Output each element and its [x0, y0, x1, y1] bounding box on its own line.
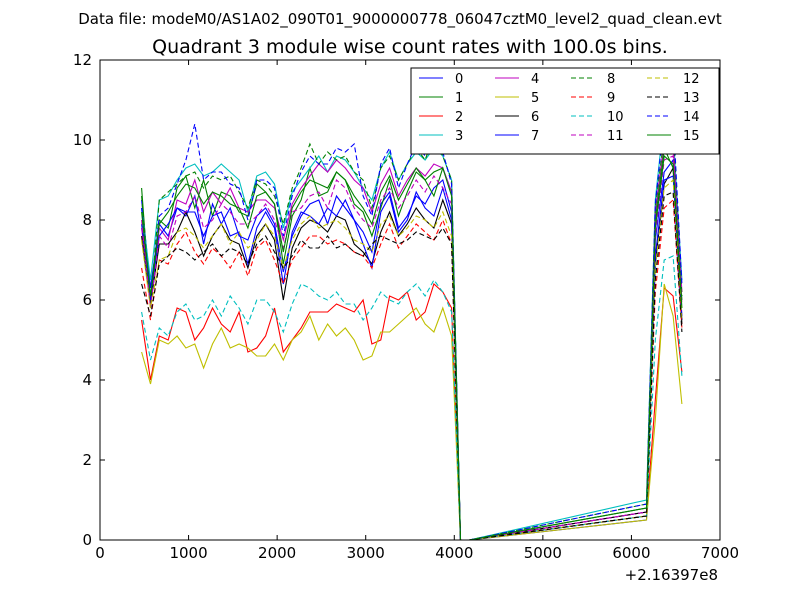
x-offset-label: +2.16397e8 [625, 566, 718, 584]
legend-label: 7 [531, 129, 539, 144]
x-tick-label: 5000 [524, 544, 562, 562]
series-line-5 [141, 283, 683, 541]
x-tick-label: 4000 [435, 544, 473, 562]
series-line-10 [141, 255, 683, 541]
legend-box [410, 67, 720, 155]
y-tick-label: 10 [73, 131, 92, 149]
series-layer [141, 114, 683, 541]
legend-label: 6 [531, 110, 539, 125]
legend-label: 9 [607, 91, 615, 106]
legend-label: 13 [683, 91, 700, 106]
series-line-15 [141, 154, 683, 541]
chart-suptitle: Data file: modeM0/AS1A02_090T01_90000007… [78, 10, 722, 29]
x-tick-label: 6000 [612, 544, 650, 562]
y-tick-label: 2 [82, 451, 92, 469]
legend-label: 15 [683, 129, 700, 144]
y-tick-label: 0 [82, 531, 92, 549]
series-line-8 [141, 122, 683, 541]
legend-label: 12 [683, 72, 700, 87]
series-line-2 [141, 283, 683, 541]
legend-label: 14 [683, 110, 700, 125]
legend-label: 8 [607, 72, 615, 87]
x-tick-label: 2000 [258, 544, 296, 562]
legend-label: 3 [455, 129, 463, 144]
legend-label: 4 [531, 72, 539, 87]
legend-label: 0 [455, 72, 463, 87]
y-tick-label: 4 [82, 371, 92, 389]
x-tick-label: 3000 [347, 544, 385, 562]
legend-label: 11 [607, 129, 624, 144]
x-tick-label: 1000 [169, 544, 207, 562]
y-tick-label: 8 [82, 211, 92, 229]
x-tick-label: 7000 [701, 544, 739, 562]
chart-title: Quadrant 3 module wise count rates with … [152, 36, 668, 58]
y-tick-label: 12 [73, 51, 92, 69]
y-tick-label: 6 [82, 291, 92, 309]
x-tick-label: 0 [95, 544, 105, 562]
legend-label: 10 [607, 110, 624, 125]
legend-label: 2 [455, 110, 463, 125]
series-line-13 [141, 191, 683, 541]
series-line-12 [141, 178, 683, 541]
legend-label: 1 [455, 91, 463, 106]
series-line-14 [141, 115, 683, 541]
legend-label: 5 [531, 91, 539, 106]
